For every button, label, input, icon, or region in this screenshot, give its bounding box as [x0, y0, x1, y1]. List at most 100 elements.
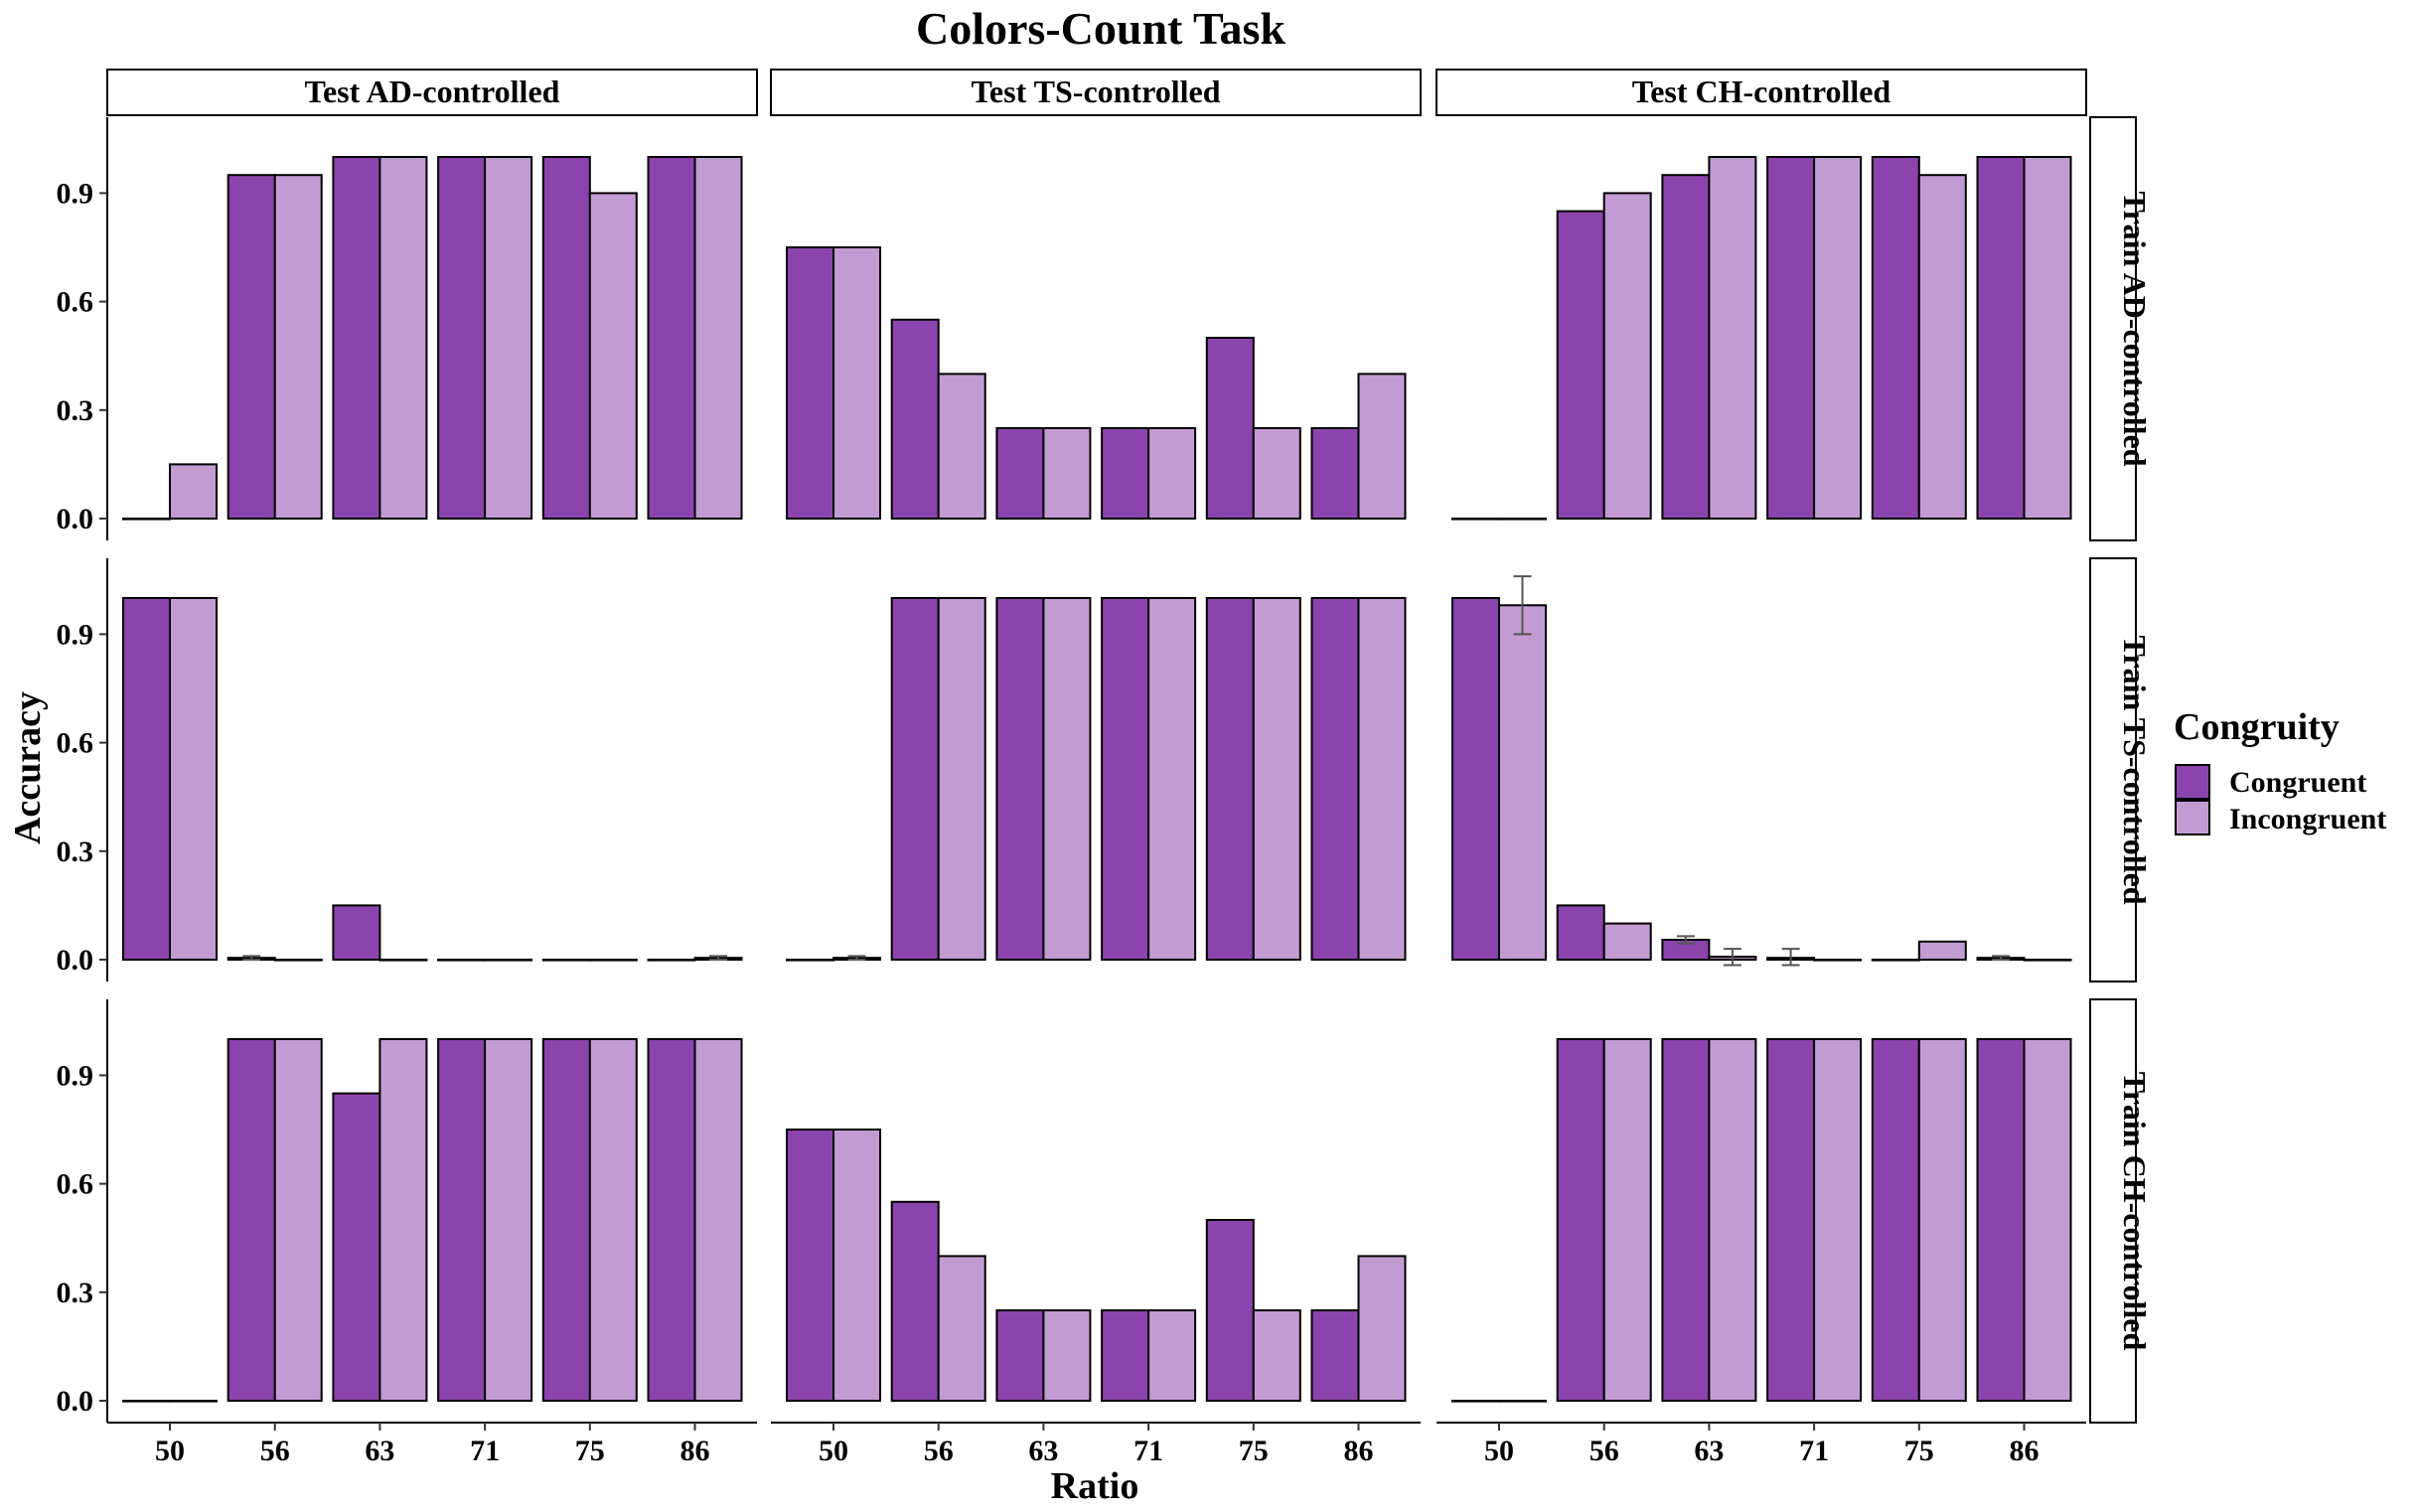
y-tick-label: 0.9	[57, 618, 94, 651]
x-tick-label: 71	[470, 1435, 500, 1467]
facet-panels: Test AD-controlled Test TS-controlled Test…	[57, 69, 2153, 1467]
error-bar-incongruent-86	[709, 955, 727, 961]
bar-train-ts-controlled-test-ad-controlled-congruent-86	[647, 959, 696, 962]
bar-train-ad-controlled-test-ts-controlled-congruent-63	[995, 427, 1045, 520]
y-tick-label: 0.3	[57, 394, 94, 427]
bar-train-ts-controlled-test-ts-controlled-incongruent-86	[1357, 597, 1407, 961]
bar-train-ts-controlled-test-ts-controlled-congruent-63	[995, 597, 1045, 961]
bar-train-ad-controlled-test-ch-controlled-incongruent-75	[1917, 174, 1967, 520]
bar-train-ts-controlled-test-ts-controlled-incongruent-56	[937, 597, 986, 961]
x-tick-label: 71	[1799, 1435, 1829, 1467]
chart-title: Colors-Count Task	[916, 3, 1286, 54]
bar-train-ad-controlled-test-ad-controlled-incongruent-75	[588, 192, 638, 520]
legend-swatch-incongruent	[2175, 800, 2210, 835]
bar-train-ch-controlled-test-ts-controlled-congruent-86	[1310, 1309, 1360, 1402]
bar-train-ad-controlled-test-ts-controlled-congruent-75	[1205, 337, 1255, 520]
bar-train-ch-controlled-test-ad-controlled-congruent-75	[541, 1038, 591, 1402]
bar-train-ts-controlled-test-ch-controlled-congruent-50	[1451, 597, 1500, 961]
bar-train-ch-controlled-test-ch-controlled-congruent-86	[1976, 1038, 2026, 1402]
bar-train-ts-controlled-test-ts-controlled-congruent-86	[1310, 597, 1360, 961]
error-bar-congruent-63	[1676, 935, 1695, 945]
bar-train-ad-controlled-test-ch-controlled-congruent-56	[1556, 210, 1605, 520]
bar-train-ad-controlled-test-ts-controlled-congruent-86	[1310, 427, 1360, 520]
x-tick-label: 50	[155, 1435, 185, 1467]
bar-train-ad-controlled-test-ts-controlled-incongruent-50	[832, 246, 881, 520]
column-strip-label-test-ad-controlled: Test AD-controlled	[305, 74, 560, 109]
bar-train-ts-controlled-test-ch-controlled-congruent-75	[1871, 959, 1920, 962]
row-strip-label-train-ts-controlled: Train TS-controlled	[2117, 635, 2153, 904]
bar-train-ts-controlled-test-ts-controlled-incongruent-63	[1042, 597, 1092, 961]
bar-train-ad-controlled-test-ad-controlled-congruent-50	[122, 518, 171, 521]
row-strip-train-ad-controlled	[2089, 116, 2137, 541]
bar-train-ad-controlled-test-ad-controlled-congruent-71	[437, 156, 487, 520]
bar-train-ts-controlled-test-ts-controlled-congruent-50	[786, 959, 834, 962]
bar-train-ch-controlled-test-ch-controlled-incongruent-50	[1498, 1400, 1547, 1403]
bar-train-ts-controlled-test-ch-controlled-incongruent-56	[1602, 922, 1652, 961]
bar-train-ts-controlled-test-ad-controlled-congruent-63	[332, 904, 381, 962]
bar-train-ch-controlled-test-ts-controlled-incongruent-86	[1357, 1255, 1407, 1403]
bar-train-ch-controlled-test-ts-controlled-incongruent-56	[937, 1255, 986, 1403]
column-strip-label-test-ts-controlled: Test TS-controlled	[972, 74, 1221, 109]
x-tick-label: 56	[1589, 1435, 1619, 1467]
bar-train-ad-controlled-test-ad-controlled-incongruent-56	[273, 174, 323, 520]
bar-train-ad-controlled-test-ad-controlled-congruent-75	[541, 156, 591, 520]
error-bar-congruent-71	[1781, 948, 1800, 967]
bar-train-ad-controlled-test-ts-controlled-congruent-56	[890, 318, 940, 520]
bar-train-ch-controlled-test-ts-controlled-congruent-75	[1205, 1219, 1255, 1402]
bar-train-ch-controlled-test-ad-controlled-incongruent-56	[273, 1038, 323, 1402]
error-bar-congruent-86	[1992, 955, 2010, 961]
bar-train-ts-controlled-test-ad-controlled-congruent-71	[437, 959, 487, 962]
bar-train-ch-controlled-test-ch-controlled-incongruent-63	[1708, 1038, 1757, 1402]
bar-train-ts-controlled-test-ad-controlled-congruent-50	[122, 597, 171, 961]
bar-train-ad-controlled-test-ch-controlled-congruent-75	[1871, 156, 1920, 520]
bar-train-ch-controlled-test-ts-controlled-congruent-71	[1101, 1309, 1150, 1402]
bar-train-ad-controlled-test-ad-controlled-incongruent-63	[378, 156, 428, 520]
x-tick-label: 63	[1694, 1435, 1724, 1467]
y-axis-title: Accuracy	[7, 691, 49, 844]
bar-train-ad-controlled-test-ch-controlled-congruent-86	[1976, 156, 2026, 520]
bar-train-ts-controlled-test-ts-controlled-congruent-75	[1205, 597, 1255, 961]
bar-train-ad-controlled-test-ad-controlled-congruent-86	[647, 156, 696, 520]
legend: Congruity Congruent Incongruent	[2174, 706, 2386, 835]
bar-train-ch-controlled-test-ch-controlled-incongruent-56	[1602, 1038, 1652, 1402]
bar-train-ts-controlled-test-ad-controlled-congruent-75	[541, 959, 591, 962]
bar-train-ts-controlled-test-ts-controlled-incongruent-71	[1147, 597, 1197, 961]
bar-train-ad-controlled-test-ts-controlled-incongruent-75	[1252, 427, 1301, 520]
bar-train-ch-controlled-test-ad-controlled-congruent-56	[227, 1038, 276, 1402]
bar-train-ch-controlled-test-ts-controlled-congruent-56	[890, 1200, 940, 1403]
column-strip-test-ts-controlled	[770, 69, 1422, 116]
legend-label-incongruent: Incongruent	[2229, 803, 2386, 835]
bar-train-ch-controlled-test-ch-controlled-congruent-71	[1766, 1038, 1816, 1402]
y-tick-label: 0.0	[57, 1385, 94, 1418]
bar-train-ch-controlled-test-ad-controlled-congruent-86	[647, 1038, 696, 1402]
bar-train-ch-controlled-test-ts-controlled-incongruent-50	[832, 1129, 881, 1402]
row-strip-train-ch-controlled	[2089, 998, 2137, 1424]
error-bar-incongruent-50	[847, 955, 866, 961]
x-tick-label: 86	[681, 1435, 710, 1467]
y-tick-label: 0.0	[57, 503, 94, 535]
y-tick-label: 0.3	[57, 835, 94, 868]
bar-train-ch-controlled-test-ch-controlled-incongruent-75	[1917, 1038, 1967, 1402]
legend-title: Congruity	[2174, 706, 2340, 748]
bar-train-ad-controlled-test-ts-controlled-incongruent-71	[1147, 427, 1197, 520]
bar-train-ch-controlled-test-ts-controlled-congruent-63	[995, 1309, 1045, 1402]
bar-train-ad-controlled-test-ts-controlled-congruent-50	[786, 246, 834, 520]
bar-train-ch-controlled-test-ad-controlled-incongruent-71	[484, 1038, 533, 1402]
y-tick-label: 0.6	[57, 286, 94, 319]
bar-train-ch-controlled-test-ad-controlled-incongruent-75	[588, 1038, 638, 1402]
bar-train-ch-controlled-test-ad-controlled-congruent-63	[332, 1092, 381, 1402]
y-tick-label: 0.9	[57, 177, 94, 210]
bar-train-ts-controlled-test-ad-controlled-incongruent-75	[588, 959, 638, 962]
x-tick-label: 63	[365, 1435, 394, 1467]
y-tick-label: 0.6	[57, 1168, 94, 1201]
y-tick-label: 0.3	[57, 1277, 94, 1309]
x-tick-label: 56	[260, 1435, 290, 1467]
y-tick-label: 0.9	[57, 1059, 94, 1092]
legend-label-congruent: Congruent	[2229, 766, 2366, 799]
bar-train-ts-controlled-test-ad-controlled-incongruent-56	[273, 959, 323, 962]
bar-train-ts-controlled-test-ad-controlled-incongruent-71	[484, 959, 533, 962]
bar-train-ch-controlled-test-ts-controlled-incongruent-71	[1147, 1309, 1197, 1402]
legend-swatch-congruent	[2175, 764, 2210, 800]
bar-train-ch-controlled-test-ad-controlled-incongruent-50	[169, 1400, 218, 1403]
